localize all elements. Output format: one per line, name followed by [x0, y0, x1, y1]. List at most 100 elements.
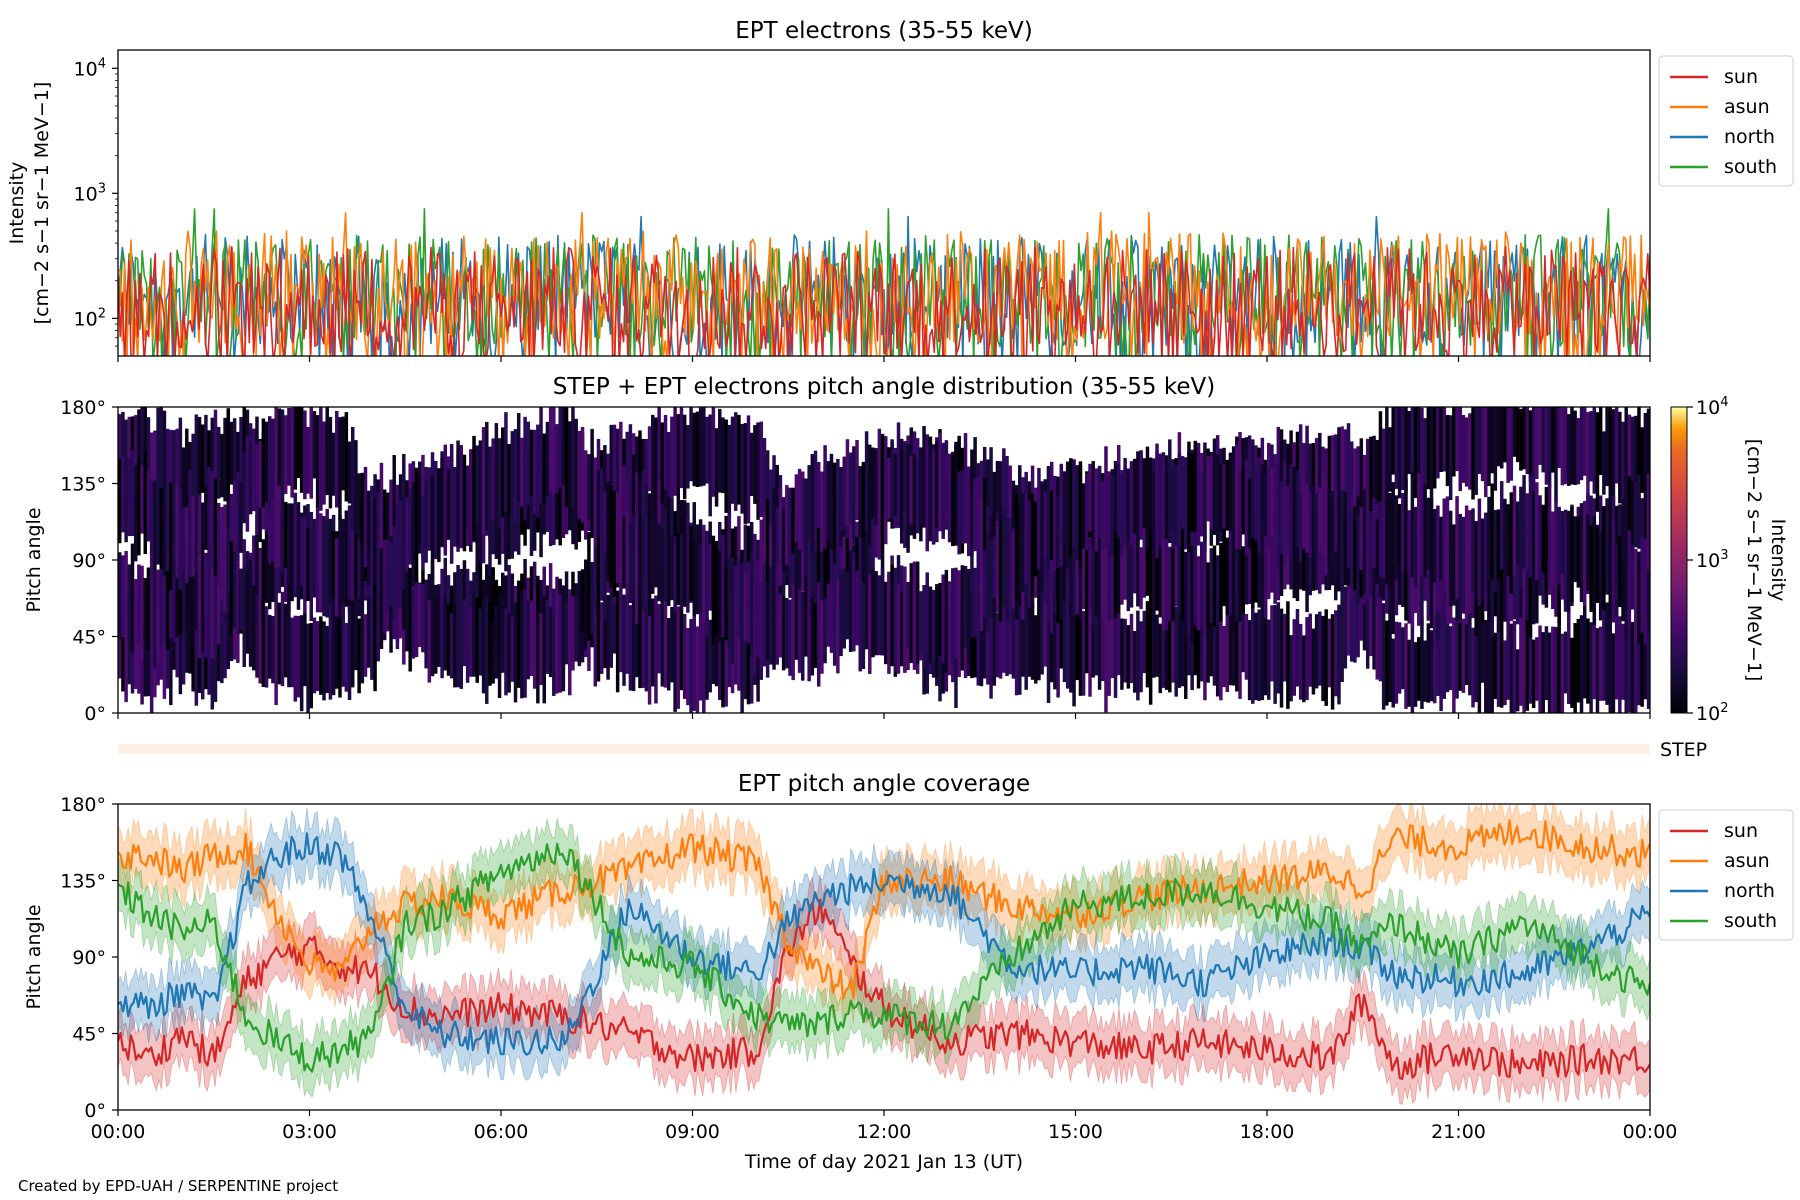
heatmap-cell [121, 457, 125, 533]
heatmap-cell [1375, 439, 1380, 518]
heatmap-cell [1547, 632, 1552, 713]
heatmap-cell [469, 449, 473, 545]
heatmap-cell [271, 418, 275, 501]
heatmap-cell [743, 524, 748, 615]
heatmap-cell [733, 566, 738, 642]
heatmap-cell [692, 605, 696, 711]
heatmap-cell [481, 427, 486, 535]
x-tick-label: 06:00 [474, 1121, 529, 1143]
heatmap-cell [287, 602, 291, 688]
heatmap-cell [947, 581, 952, 655]
heatmap-cell [1586, 412, 1590, 512]
heatmap-cell [884, 436, 888, 514]
heatmap-cell [1468, 615, 1472, 696]
heatmap-cell [1337, 427, 1341, 510]
heatmap-cell [322, 621, 326, 701]
heatmap-cell [1372, 435, 1376, 531]
heatmap-cell [663, 415, 668, 502]
heatmap-cell [944, 569, 949, 674]
heatmap-cell [121, 555, 125, 638]
heatmap-cell [1538, 407, 1542, 465]
heatmap-cell [1184, 551, 1188, 628]
heatmap-cell [995, 521, 1000, 613]
heatmap-cell [1592, 616, 1597, 700]
heatmap-cell [635, 472, 639, 540]
heatmap-cell [1292, 466, 1297, 546]
heatmap-cell [660, 620, 665, 687]
heatmap-cell [373, 497, 377, 587]
heatmap-cell [816, 461, 821, 529]
heatmap-cell [1519, 486, 1523, 589]
legend-label-south: south [1724, 156, 1777, 178]
heatmap-cell [1378, 582, 1383, 682]
heatmap-cell [976, 551, 981, 645]
heatmap-cell [890, 564, 894, 667]
heatmap-cell [590, 454, 594, 538]
heatmap-cell [271, 526, 275, 603]
heatmap-cell [912, 453, 917, 539]
heatmap-cell [807, 525, 811, 590]
heatmap-cell [156, 407, 160, 497]
heatmap-cell [373, 582, 377, 692]
heatmap-cell [293, 407, 298, 490]
heatmap-cell [705, 416, 709, 484]
heatmap-cell [504, 470, 508, 572]
heatmap-cell [670, 416, 674, 514]
heatmap-cell [1027, 500, 1032, 608]
heatmap-cell [389, 542, 393, 607]
heatmap-cell [283, 501, 288, 568]
heatmap-cell [1260, 464, 1265, 544]
heatmap-cell [1346, 423, 1351, 528]
heatmap-cell [887, 571, 891, 674]
heatmap-cell [322, 516, 326, 617]
heatmap-cell [1378, 411, 1383, 517]
heatmap-cell [1362, 488, 1367, 595]
heatmap-cell [1608, 610, 1612, 713]
heatmap-cell [1206, 562, 1210, 626]
heatmap-cell [1608, 513, 1612, 617]
heatmap-cell [433, 461, 438, 560]
series-line-asun [118, 819, 1650, 1000]
heatmap-cell [1196, 456, 1201, 530]
panel1-title: EPT electrons (35-55 keV) [735, 18, 1032, 44]
heatmap-cell [258, 441, 262, 509]
heatmap-cell [443, 594, 448, 671]
heatmap-cell [1480, 518, 1485, 599]
heatmap-cell [1448, 510, 1453, 607]
heatmap-cell [437, 468, 441, 563]
heatmap-cell [1630, 545, 1635, 610]
heatmap-cell [1251, 596, 1255, 704]
heatmap-cell [1493, 407, 1498, 491]
heatmap-cell [1634, 415, 1638, 516]
heatmap-cell [1372, 597, 1376, 670]
heatmap-cell [1404, 479, 1408, 571]
heatmap-cell [1078, 615, 1083, 696]
heatmap-cell [647, 513, 652, 616]
heatmap-cell [169, 429, 173, 523]
heatmap-cell [1474, 625, 1478, 703]
heatmap-cell [842, 568, 846, 649]
heatmap-cell [1021, 492, 1025, 592]
heatmap-cell [363, 614, 368, 677]
heatmap-cell [1381, 486, 1386, 579]
heatmap-cell [1040, 604, 1044, 675]
heatmap-cell [178, 417, 183, 517]
heatmap-cell [1515, 501, 1520, 564]
heatmap-cell [1305, 425, 1309, 528]
heatmap-cell [255, 594, 259, 678]
heatmap-cell [1458, 407, 1462, 492]
heatmap-cell [133, 465, 138, 562]
heatmap-cell [871, 569, 875, 658]
heatmap-cell [1445, 611, 1450, 693]
y-tick-label: 180° [60, 794, 106, 816]
heatmap-cell [820, 600, 824, 674]
heatmap-cell [1161, 626, 1166, 688]
heatmap-cell [1136, 462, 1140, 562]
heatmap-cell [979, 499, 984, 571]
heatmap-cell [213, 565, 218, 661]
heatmap-cell [599, 602, 604, 674]
heatmap-cell [1474, 407, 1478, 495]
heatmap-cell [641, 591, 645, 688]
heatmap-cell [657, 407, 661, 508]
heatmap-cell [1627, 530, 1632, 630]
